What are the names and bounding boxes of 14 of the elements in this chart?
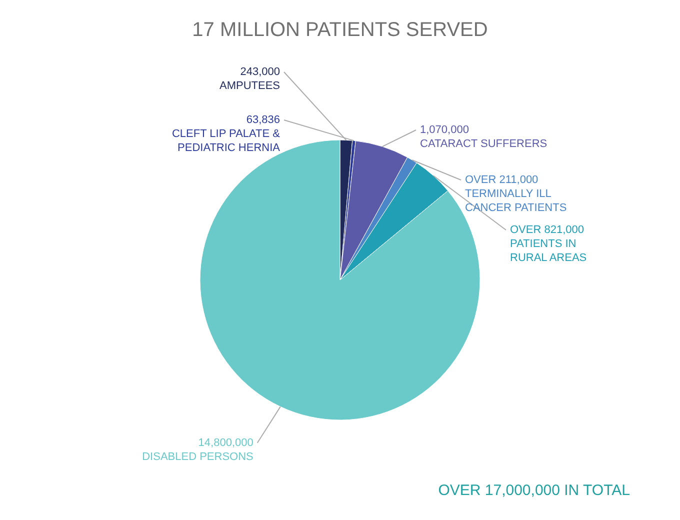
data-label: 14,800,000 (198, 436, 254, 449)
slice-label: PATIENTS IN RURAL AREAS (510, 238, 587, 264)
text: OVER 17,000,000 IN TOTAL (438, 482, 630, 499)
slice-label: AMPUTEES (219, 80, 280, 92)
data-label: 243,000 (240, 66, 280, 78)
slice-label: CLEFT LIP PALATE & PEDIATRIC HERNIA (172, 128, 281, 154)
slice-label: DISABLED PERSONS (142, 450, 254, 463)
slice-label: TERMINALLY ILL CANCER PATIENTS (465, 188, 567, 214)
data-label: 63,836 (246, 114, 280, 126)
chart-title: 17 MILLION PATIENTS SERVED (192, 19, 488, 41)
slice-label: CATARACT SUFFERERS (420, 138, 548, 150)
data-label: 1,070,000 (420, 124, 469, 136)
data-label: OVER 211,000 (465, 174, 538, 186)
data-label: OVER 821,000 (510, 224, 584, 236)
